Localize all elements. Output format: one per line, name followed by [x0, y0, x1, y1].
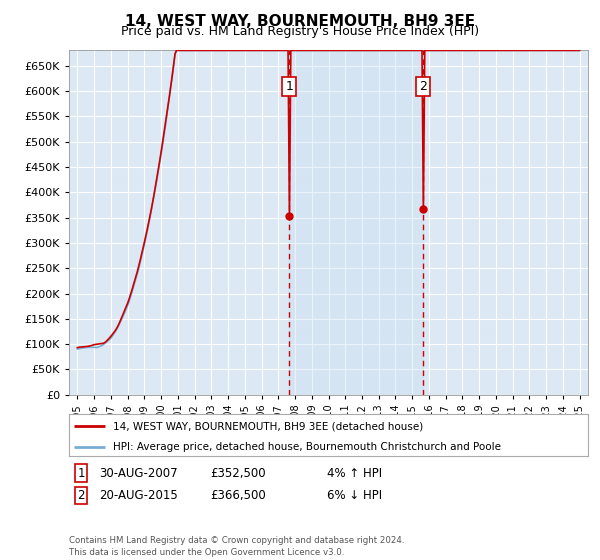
- Text: £352,500: £352,500: [210, 466, 266, 480]
- Text: Contains HM Land Registry data © Crown copyright and database right 2024.
This d: Contains HM Land Registry data © Crown c…: [69, 536, 404, 557]
- Text: 4% ↑ HPI: 4% ↑ HPI: [327, 466, 382, 480]
- Text: £366,500: £366,500: [210, 489, 266, 502]
- Text: 14, WEST WAY, BOURNEMOUTH, BH9 3EE (detached house): 14, WEST WAY, BOURNEMOUTH, BH9 3EE (deta…: [113, 421, 424, 431]
- Text: 6% ↓ HPI: 6% ↓ HPI: [327, 489, 382, 502]
- Text: 30-AUG-2007: 30-AUG-2007: [99, 466, 178, 480]
- Bar: [289, 50, 423, 395]
- Text: 2: 2: [419, 80, 427, 93]
- Text: 14, WEST WAY, BOURNEMOUTH, BH9 3EE: 14, WEST WAY, BOURNEMOUTH, BH9 3EE: [125, 14, 475, 29]
- Text: 2: 2: [77, 489, 85, 502]
- Text: 1: 1: [286, 80, 293, 93]
- Text: Price paid vs. HM Land Registry's House Price Index (HPI): Price paid vs. HM Land Registry's House …: [121, 25, 479, 38]
- Text: 20-AUG-2015: 20-AUG-2015: [99, 489, 178, 502]
- Text: HPI: Average price, detached house, Bournemouth Christchurch and Poole: HPI: Average price, detached house, Bour…: [113, 442, 501, 452]
- Text: 1: 1: [77, 466, 85, 480]
